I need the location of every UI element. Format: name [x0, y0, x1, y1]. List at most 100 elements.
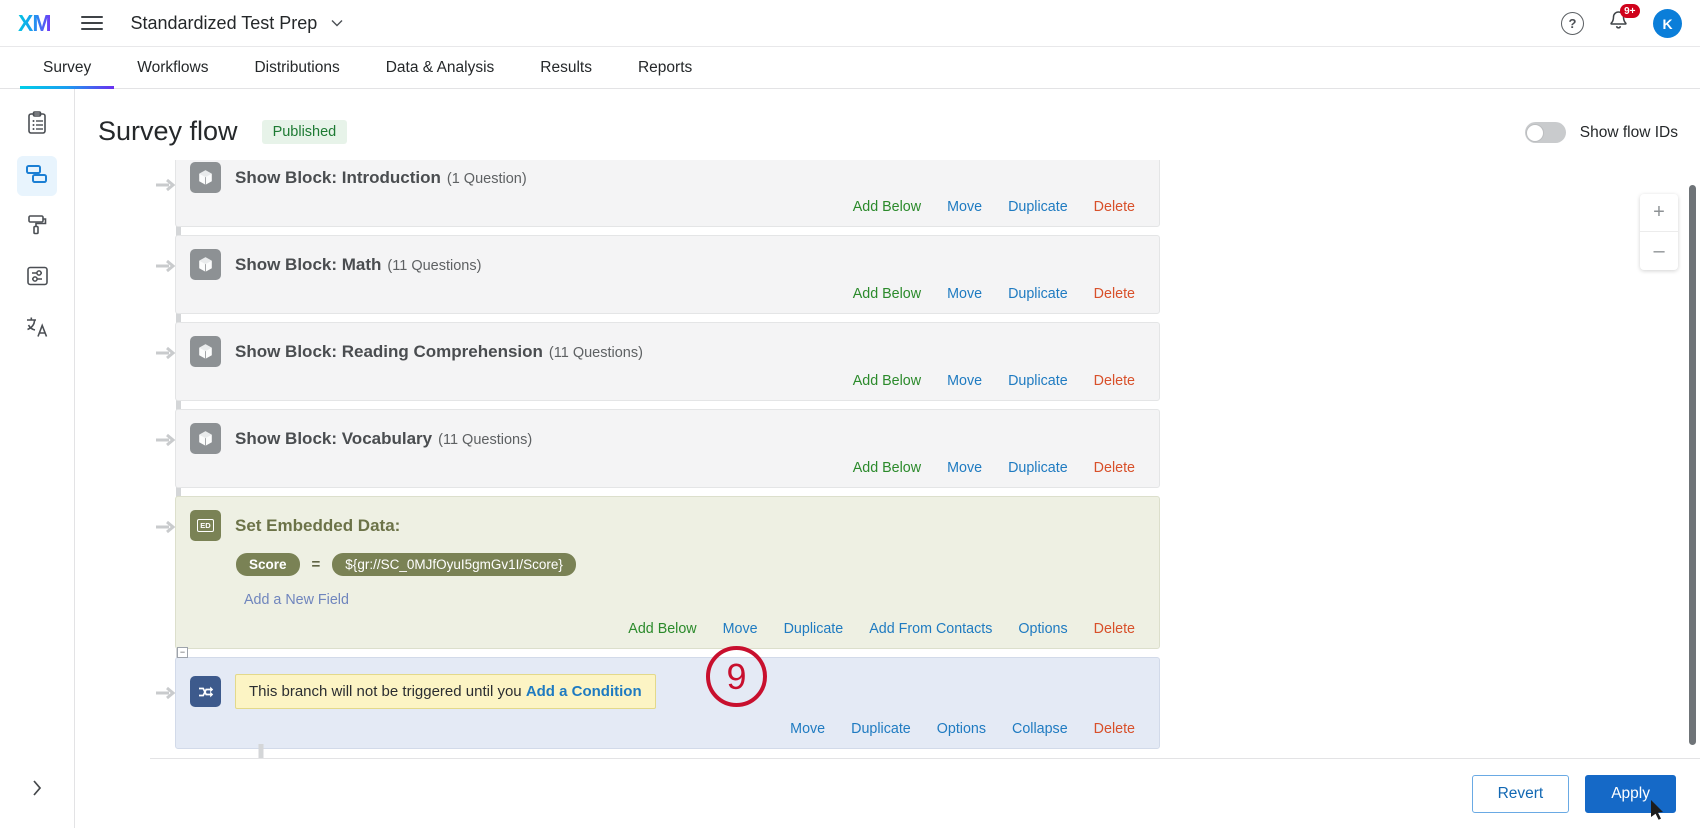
block-cube-icon — [190, 162, 221, 193]
branch-actions: Move Duplicate Options Collapse Delete — [176, 709, 1159, 748]
main-nav-tabs: Survey Workflows Distributions Data & An… — [0, 47, 1700, 89]
flow-row-block[interactable]: Show Block: Vocabulary (11 Questions) Add… — [156, 409, 1160, 488]
flow-canvas-inner: Show Block: Introduction (1 Question) Add… — [75, 160, 1700, 828]
delete-link[interactable]: Delete — [1093, 721, 1135, 737]
duplicate-link[interactable]: Duplicate — [851, 721, 911, 737]
apply-button[interactable]: Apply — [1585, 774, 1676, 813]
flow-row-embedded-data[interactable]: ED Set Embedded Data: Score = ${gr://SC_… — [156, 496, 1160, 649]
flow-row-header: Show Block: Introduction (1 Question) — [176, 160, 1159, 193]
duplicate-link[interactable]: Duplicate — [783, 621, 844, 637]
connector-arrow-icon — [156, 685, 178, 701]
show-flow-ids-toggle[interactable] — [1524, 122, 1566, 143]
notifications-button[interactable]: 9+ — [1608, 4, 1640, 37]
block-question-count: (1 Question) — [446, 170, 527, 187]
hamburger-line — [80, 22, 103, 24]
add-below-link[interactable]: Add Below — [852, 373, 922, 389]
show-flow-ids-label: Show flow IDs — [1579, 123, 1678, 141]
tab-distributions[interactable]: Distributions — [254, 58, 340, 76]
flow-row-block[interactable]: Show Block: Math (11 Questions) Add Below… — [156, 235, 1160, 314]
zoom-out-button[interactable]: – — [1653, 239, 1665, 262]
add-below-link[interactable]: Add Below — [852, 199, 922, 215]
block-question-count: (11 Questions) — [548, 344, 643, 361]
tab-reports[interactable]: Reports — [637, 58, 693, 76]
sidebar-expand-button[interactable] — [0, 779, 74, 802]
sidebar-item-survey-options[interactable] — [17, 258, 57, 298]
block-question-count: (11 Questions) — [438, 431, 533, 448]
help-icon[interactable]: ? — [1561, 12, 1584, 35]
tab-workflows[interactable]: Workflows — [137, 58, 209, 76]
collapse-link[interactable]: Collapse — [1012, 721, 1068, 737]
duplicate-link[interactable]: Duplicate — [1008, 460, 1068, 476]
tab-results[interactable]: Results — [540, 58, 592, 76]
add-below-link[interactable]: Add Below — [852, 286, 922, 302]
flow-row-header: Show Block: Math (11 Questions) — [176, 236, 1159, 280]
zoom-controls: + – — [1640, 194, 1678, 270]
delete-link[interactable]: Delete — [1093, 460, 1135, 476]
duplicate-link[interactable]: Duplicate — [1008, 286, 1068, 302]
flow-row-header: Show Block: Vocabulary (11 Questions) — [176, 410, 1159, 454]
move-link[interactable]: Move — [947, 373, 983, 389]
tab-data-and-analysis[interactable]: Data & Analysis — [385, 58, 495, 76]
xm-logo[interactable]: XM — [18, 9, 51, 36]
translate-icon — [25, 315, 49, 344]
project-name-dropdown[interactable]: Standardized Test Prep — [131, 13, 344, 34]
sliders-icon — [26, 265, 49, 292]
move-link[interactable]: Move — [722, 621, 758, 637]
options-link[interactable]: Options — [1018, 621, 1068, 637]
block-question-count: (11 Questions) — [387, 257, 482, 274]
flow-row-block[interactable]: Show Block: Reading Comprehension (11 Que… — [156, 322, 1160, 401]
embedded-field-name[interactable]: Score — [236, 553, 300, 576]
vertical-scrollbar[interactable] — [1689, 185, 1696, 745]
flow-element-list: Show Block: Introduction (1 Question) Add… — [155, 160, 1160, 828]
toggle-knob — [1526, 123, 1545, 142]
clipboard-icon — [26, 110, 48, 140]
duplicate-link[interactable]: Duplicate — [1008, 199, 1068, 215]
embedded-data-icon-label: ED — [197, 519, 214, 532]
options-link[interactable]: Options — [936, 721, 987, 737]
add-below-link[interactable]: Add Below — [628, 621, 697, 637]
hamburger-menu-icon[interactable] — [80, 12, 103, 34]
flow-row-block[interactable]: Show Block: Introduction (1 Question) Add… — [156, 160, 1160, 227]
delete-link[interactable]: Delete — [1093, 199, 1135, 215]
sidebar-item-survey-flow[interactable] — [17, 156, 57, 196]
block-title-text: Show Block: Math — [235, 254, 382, 274]
sidebar-item-survey-builder[interactable] — [17, 105, 57, 145]
add-below-link[interactable]: Add Below — [852, 460, 922, 476]
duplicate-link[interactable]: Duplicate — [1008, 373, 1068, 389]
notification-badge: 9+ — [1619, 4, 1640, 18]
tab-survey[interactable]: Survey — [20, 47, 115, 89]
block-title-text: Show Block: Introduction — [235, 167, 441, 187]
flow-row-actions: Add Below Move Duplicate Delete — [176, 367, 1159, 400]
branch-warning-box: This branch will not be triggered until … — [235, 674, 656, 709]
move-link[interactable]: Move — [947, 286, 983, 302]
avatar[interactable]: K — [1653, 9, 1682, 38]
flow-row-actions: Add Below Move Duplicate Delete — [176, 454, 1159, 487]
add-new-field-link[interactable]: Add a New Field — [244, 592, 349, 608]
mouse-cursor-icon — [1650, 799, 1666, 826]
block-cube-icon — [190, 423, 221, 454]
delete-link[interactable]: Delete — [1093, 286, 1135, 302]
add-from-contacts-link[interactable]: Add From Contacts — [869, 621, 993, 637]
move-link[interactable]: Move — [947, 199, 983, 215]
connector-arrow-icon — [156, 432, 178, 448]
connector-arrow-icon — [156, 519, 178, 535]
zoom-in-button[interactable]: + — [1640, 194, 1678, 232]
add-a-condition-link[interactable]: Add a Condition — [525, 683, 642, 700]
sidebar-item-translations[interactable] — [17, 309, 57, 349]
delete-link[interactable]: Delete — [1093, 373, 1135, 389]
header-right: Show flow IDs — [1524, 122, 1678, 143]
main-pane: Survey flow Published Show flow IDs + – — [75, 89, 1700, 828]
block-title-text: Show Block: Vocabulary — [235, 428, 433, 448]
block-title-text: Show Block: Reading Comprehension — [235, 341, 543, 361]
project-name-label: Standardized Test Prep — [130, 12, 318, 33]
sidebar-item-look-and-feel[interactable] — [17, 207, 57, 247]
revert-button[interactable]: Revert — [1471, 774, 1570, 813]
branch-collapse-toggle[interactable]: − — [177, 647, 188, 658]
top-bar: XM Standardized Test Prep ? 9+ K — [0, 0, 1700, 47]
branch-icon — [190, 676, 221, 707]
embedded-field-value[interactable]: ${gr://SC_0MJfOyuI5gmGv1I/Score} — [332, 553, 576, 576]
move-link[interactable]: Move — [790, 721, 826, 737]
delete-link[interactable]: Delete — [1093, 621, 1135, 637]
flow-row-branch[interactable]: − — [156, 646, 1160, 749]
move-link[interactable]: Move — [947, 460, 983, 476]
